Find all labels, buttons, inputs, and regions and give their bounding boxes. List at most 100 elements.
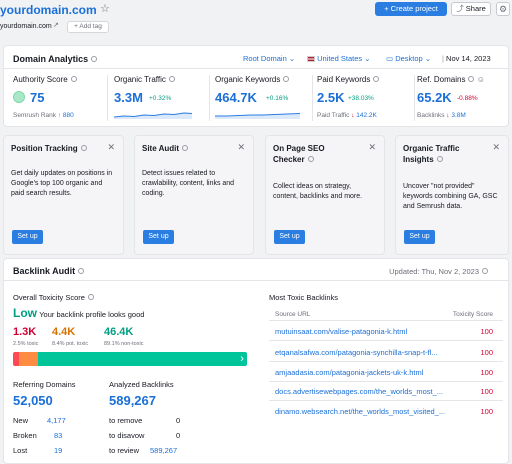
kpi-value: 464.7K bbox=[215, 90, 257, 105]
divider bbox=[269, 400, 503, 401]
pot-toxic-count[interactable]: 4.4K bbox=[52, 326, 76, 338]
toxic-backlink-score: 100 bbox=[480, 407, 493, 416]
kpi-value: 3.3M bbox=[114, 90, 143, 105]
external-link-icon[interactable]: ↗ bbox=[53, 22, 59, 29]
info-icon[interactable] bbox=[80, 144, 87, 151]
share-icon: ⤴ bbox=[456, 4, 464, 13]
info-icon[interactable] bbox=[168, 75, 175, 82]
referring-lost-value[interactable]: 19 bbox=[54, 446, 63, 455]
domain-analytics-card: Domain Analytics Root Domain ⌄ United St… bbox=[3, 45, 509, 127]
referring-domains-title: Referring Domains bbox=[13, 380, 76, 389]
gear-icon[interactable]: ⚙ bbox=[496, 2, 510, 16]
flag-us-icon bbox=[307, 56, 315, 63]
divider bbox=[312, 75, 313, 121]
kpi-ref-domains[interactable]: Ref. Domains ☺ 65.2K -0.88% Backlinks ↓ … bbox=[417, 75, 507, 123]
toxicity-title: Overall Toxicity Score bbox=[13, 293, 94, 302]
non-toxic-pct: 89.1% non-toxic bbox=[104, 341, 144, 347]
share-button[interactable]: ⤴ Share bbox=[451, 2, 491, 16]
toxic-backlink-url[interactable]: dinamo.websearch.net/the_worlds_most_vis… bbox=[275, 407, 446, 416]
toxic-backlink-score: 100 bbox=[480, 348, 493, 357]
sparkline bbox=[215, 113, 300, 119]
root-domain-dropdown[interactable]: Root Domain ⌄ bbox=[243, 54, 296, 63]
tool-title: On Page SEO Checker bbox=[273, 144, 325, 164]
tool-card-organic-traffic-insights: Organic Traffic Insights ✕ Uncover "not … bbox=[395, 135, 509, 255]
to-review-value[interactable]: 589,267 bbox=[150, 446, 178, 455]
close-icon[interactable]: ✕ bbox=[368, 142, 376, 152]
tool-card-on-page-seo: On Page SEO Checker ✕ Collect ideas on s… bbox=[265, 135, 385, 255]
col-toxicity-score: Toxicity Score bbox=[452, 311, 493, 318]
kpi-change: +0.16% bbox=[266, 95, 289, 102]
info-icon[interactable] bbox=[87, 294, 94, 301]
close-icon[interactable]: ✕ bbox=[237, 142, 245, 152]
to-disavow-value: 0 bbox=[176, 431, 181, 440]
smiley-icon: ☺ bbox=[476, 75, 485, 84]
info-icon[interactable] bbox=[91, 55, 98, 62]
referring-lost-label: Lost bbox=[13, 446, 28, 455]
toxic-backlink-url[interactable]: docs.advertisewebpages.com/the_worlds_mo… bbox=[275, 387, 444, 396]
toxic-count[interactable]: 1.3K bbox=[13, 326, 37, 338]
kpi-organic-keywords[interactable]: Organic Keywords 464.7K +0.16% bbox=[215, 75, 310, 123]
toxicity-level: Low Your backlink profile looks good bbox=[13, 306, 145, 320]
star-icon[interactable]: ☆ bbox=[100, 3, 110, 15]
info-icon[interactable] bbox=[468, 75, 475, 82]
device-dropdown[interactable]: ▭ Desktop ⌄ bbox=[386, 54, 432, 63]
authority-circle-icon bbox=[13, 91, 25, 103]
set-up-button[interactable]: Set up bbox=[12, 230, 43, 244]
info-icon[interactable] bbox=[283, 75, 290, 82]
referring-new-label: New bbox=[13, 416, 29, 425]
toxic-backlink-url[interactable]: etqanalsafwa.com/patagonia-synchilla-sna… bbox=[275, 348, 438, 357]
close-icon[interactable]: ✕ bbox=[492, 142, 500, 152]
analyzed-backlinks-value[interactable]: 589,267 bbox=[109, 393, 156, 408]
kpi-title: Authority Score bbox=[13, 75, 103, 84]
to-remove-label: to remove bbox=[109, 416, 143, 425]
kpi-change: +0.32% bbox=[149, 95, 172, 102]
toxic-backlink-url[interactable]: mutuinsaat.com/valise-patagonia-k.html bbox=[275, 327, 408, 336]
create-project-button[interactable]: + Create project bbox=[375, 2, 447, 16]
info-icon[interactable] bbox=[307, 155, 314, 162]
kpi-title: Organic Keywords bbox=[215, 75, 310, 84]
referring-domains-value[interactable]: 52,050 bbox=[13, 393, 53, 408]
kpi-change: -0.88% bbox=[457, 95, 478, 102]
domain-title[interactable]: yourdomain.com bbox=[0, 3, 97, 17]
add-tag-button[interactable]: + Add tag bbox=[67, 21, 109, 33]
info-icon[interactable] bbox=[70, 75, 77, 82]
divider bbox=[269, 361, 503, 362]
referring-new-value[interactable]: 4,177 bbox=[47, 416, 66, 425]
to-remove-value: 0 bbox=[176, 416, 181, 425]
toxic-backlink-score: 100 bbox=[480, 368, 493, 377]
tool-description: Uncover "not provided" keywords combinin… bbox=[403, 183, 498, 210]
info-icon[interactable] bbox=[436, 155, 443, 162]
col-source-url: Source URL bbox=[275, 311, 311, 318]
semrush-rank: Semrush Rank ↑ 880 bbox=[13, 112, 74, 119]
date-picker[interactable]: | Nov 14, 2023 bbox=[442, 54, 491, 63]
divider bbox=[269, 381, 503, 382]
tool-title: Site Audit bbox=[142, 143, 189, 154]
kpi-paid-keywords[interactable]: Paid Keywords 2.5K +38.03% Paid Traffic … bbox=[317, 75, 412, 123]
toxic-backlink-score: 100 bbox=[480, 327, 493, 336]
set-up-button[interactable]: Set up bbox=[274, 230, 305, 244]
chevron-down-icon: ⌄ bbox=[288, 54, 296, 63]
referring-broken-value[interactable]: 83 bbox=[54, 431, 63, 440]
tool-description: Get daily updates on positions in Google… bbox=[11, 170, 113, 197]
info-icon[interactable] bbox=[78, 267, 85, 274]
tool-card-site-audit: Site Audit ✕ Detect issues related to cr… bbox=[134, 135, 254, 255]
divider bbox=[414, 75, 415, 121]
set-up-button[interactable]: Set up bbox=[404, 230, 435, 244]
non-toxic-count[interactable]: 46.4K bbox=[104, 326, 134, 338]
info-icon[interactable] bbox=[482, 268, 488, 275]
toxic-backlink-url[interactable]: amjaadasia.com/patagonia-jackets-uk-k.ht… bbox=[275, 368, 424, 377]
analyzed-backlinks-title: Analyzed Backlinks bbox=[109, 380, 174, 389]
to-disavow-label: to disavow bbox=[109, 431, 145, 440]
chevron-down-icon: ⌄ bbox=[364, 54, 371, 63]
chevron-right-icon: › bbox=[240, 353, 244, 365]
domain-subtitle[interactable]: yourdomain.com bbox=[0, 23, 52, 30]
kpi-organic-traffic[interactable]: Organic Traffic 3.3M +0.32% bbox=[114, 75, 204, 123]
info-icon[interactable] bbox=[182, 144, 189, 151]
tool-description: Collect ideas on strategy, content, back… bbox=[273, 183, 363, 200]
pot-toxic-pct: 8.4% pot. toxic bbox=[52, 341, 89, 347]
info-icon[interactable] bbox=[373, 75, 380, 82]
country-dropdown[interactable]: United States ⌄ bbox=[307, 54, 371, 63]
kpi-authority-score[interactable]: Authority Score 75 Semrush Rank ↑ 880 bbox=[13, 75, 103, 123]
set-up-button[interactable]: Set up bbox=[143, 230, 174, 244]
close-icon[interactable]: ✕ bbox=[107, 142, 115, 152]
